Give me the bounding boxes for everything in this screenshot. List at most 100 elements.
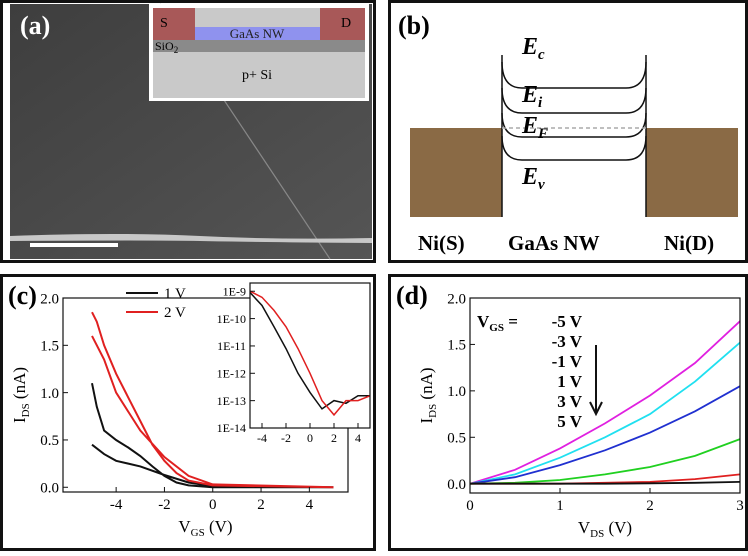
x-tick-label: 4 xyxy=(306,497,314,513)
legend-title: VGS = xyxy=(477,312,518,334)
x-axis-label-main: V xyxy=(578,518,591,537)
legend-label: 3 V xyxy=(557,392,582,411)
data-line xyxy=(469,320,741,485)
x-axis-label-rest: (V) xyxy=(604,518,632,537)
panel-label: (d) xyxy=(396,281,428,310)
level-sub: i xyxy=(538,95,543,111)
nanowire xyxy=(195,27,320,40)
y-tick-label: 1E-11 xyxy=(217,339,246,353)
y-tick-label: 2.0 xyxy=(40,291,59,307)
x-tick-label: -4 xyxy=(110,497,123,513)
x-axis-label: VGS (V) xyxy=(178,517,232,539)
legend-label: 1 V xyxy=(557,372,582,391)
data-line xyxy=(469,341,741,485)
source-label: S xyxy=(160,16,168,31)
source-contact xyxy=(153,8,195,40)
level-sub: F xyxy=(537,126,548,142)
oxide-sub: 2 xyxy=(174,45,179,55)
y-tick-label: 1.0 xyxy=(447,384,466,400)
level-symbol: E xyxy=(521,82,538,108)
panel-label: (a) xyxy=(20,11,50,40)
oxide-text: SiO xyxy=(155,39,174,53)
x-tick-label: -2 xyxy=(158,497,171,513)
legend-label: 5 V xyxy=(557,412,582,431)
x-tick-label: -2 xyxy=(281,431,291,445)
electrode-edge xyxy=(10,234,372,243)
oxide-label: SiO2 xyxy=(155,39,178,55)
level-label: EF xyxy=(521,113,548,142)
x-axis-label-main: V xyxy=(178,517,191,536)
intrinsic-level xyxy=(501,87,647,114)
contact-label: Ni(D) xyxy=(664,231,714,255)
y-tick-label: 1E-10 xyxy=(217,312,246,326)
nanowire-label: GaAs NW xyxy=(230,26,285,41)
y-axis-label-main: I xyxy=(417,418,436,424)
y-tick-label: 0.5 xyxy=(447,431,466,447)
level-label: Ec xyxy=(521,34,545,63)
y-axis-label-main: I xyxy=(10,417,29,423)
x-tick-label: 0 xyxy=(209,497,217,513)
y-tick-label: 1.5 xyxy=(447,338,466,354)
x-tick-label: 2 xyxy=(331,431,337,445)
band-edge xyxy=(501,112,647,138)
data-line xyxy=(470,481,741,485)
x-tick-label: 2 xyxy=(646,498,654,514)
legend-label: -5 V xyxy=(552,312,583,331)
panel-label: (c) xyxy=(8,281,37,310)
level-label: Ev xyxy=(521,164,545,193)
trend-arrow xyxy=(589,345,603,417)
x-tick-label: 3 xyxy=(736,498,744,514)
y-tick-label: 1.5 xyxy=(40,339,59,355)
plot-frame xyxy=(469,297,741,494)
x-tick-label: 0 xyxy=(307,431,313,445)
y-tick-label: 2.0 xyxy=(447,291,466,307)
level-symbol: E xyxy=(521,34,538,60)
y-tick-label: 1E-9 xyxy=(223,284,246,298)
legend-title-main: V xyxy=(477,312,490,331)
legend-label: -3 V xyxy=(552,332,583,351)
inset-background xyxy=(250,283,370,428)
level-sub: v xyxy=(538,177,545,193)
x-tick-label: 4 xyxy=(355,431,361,445)
oxide xyxy=(153,40,365,52)
y-axis-label: IDS (nA) xyxy=(10,367,32,423)
contact-label: GaAs NW xyxy=(508,231,600,255)
data-line xyxy=(469,438,741,485)
y-tick-label: 0.0 xyxy=(40,481,59,497)
y-axis-label-sub: DS xyxy=(20,403,32,417)
level-sub: c xyxy=(538,47,545,63)
conduction-band xyxy=(501,61,647,89)
y-axis-label-sub: DS xyxy=(427,404,439,418)
band-lines xyxy=(501,55,647,217)
legend-label: 1 V xyxy=(164,286,186,302)
substrate-label: p+ Si xyxy=(242,68,272,83)
y-tick-label: 0.0 xyxy=(447,477,466,493)
x-axis-label: VDS (V) xyxy=(578,518,632,540)
x-tick-label: 1 xyxy=(556,498,564,514)
y-tick-label: 1E-13 xyxy=(217,394,246,408)
x-tick-label: -4 xyxy=(257,431,267,445)
level-symbol: E xyxy=(521,164,538,190)
legend-label: 2 V xyxy=(164,305,186,321)
data-line xyxy=(91,311,334,489)
level-symbol: E xyxy=(521,113,538,139)
level-label: Ei xyxy=(521,82,543,111)
data-line xyxy=(249,290,371,417)
contact-label: Ni(S) xyxy=(418,231,465,255)
panel-label: (b) xyxy=(398,11,430,40)
y-axis-label: IDS (nA) xyxy=(417,367,439,423)
x-axis-label-sub: GS xyxy=(191,527,205,539)
drain-contact xyxy=(320,8,365,40)
data-line xyxy=(91,383,334,489)
metal-source xyxy=(410,128,502,217)
y-tick-label: 0.5 xyxy=(40,433,59,449)
data-line xyxy=(469,385,741,485)
y-axis-label-rest: (nA) xyxy=(417,367,436,403)
legend-title-rest: = xyxy=(504,312,518,331)
x-tick-label: 2 xyxy=(257,497,265,513)
valence-band xyxy=(501,135,647,161)
panel-frame xyxy=(388,274,748,551)
y-axis-label-rest: (nA) xyxy=(10,367,29,403)
legend-label: -1 V xyxy=(552,352,583,371)
